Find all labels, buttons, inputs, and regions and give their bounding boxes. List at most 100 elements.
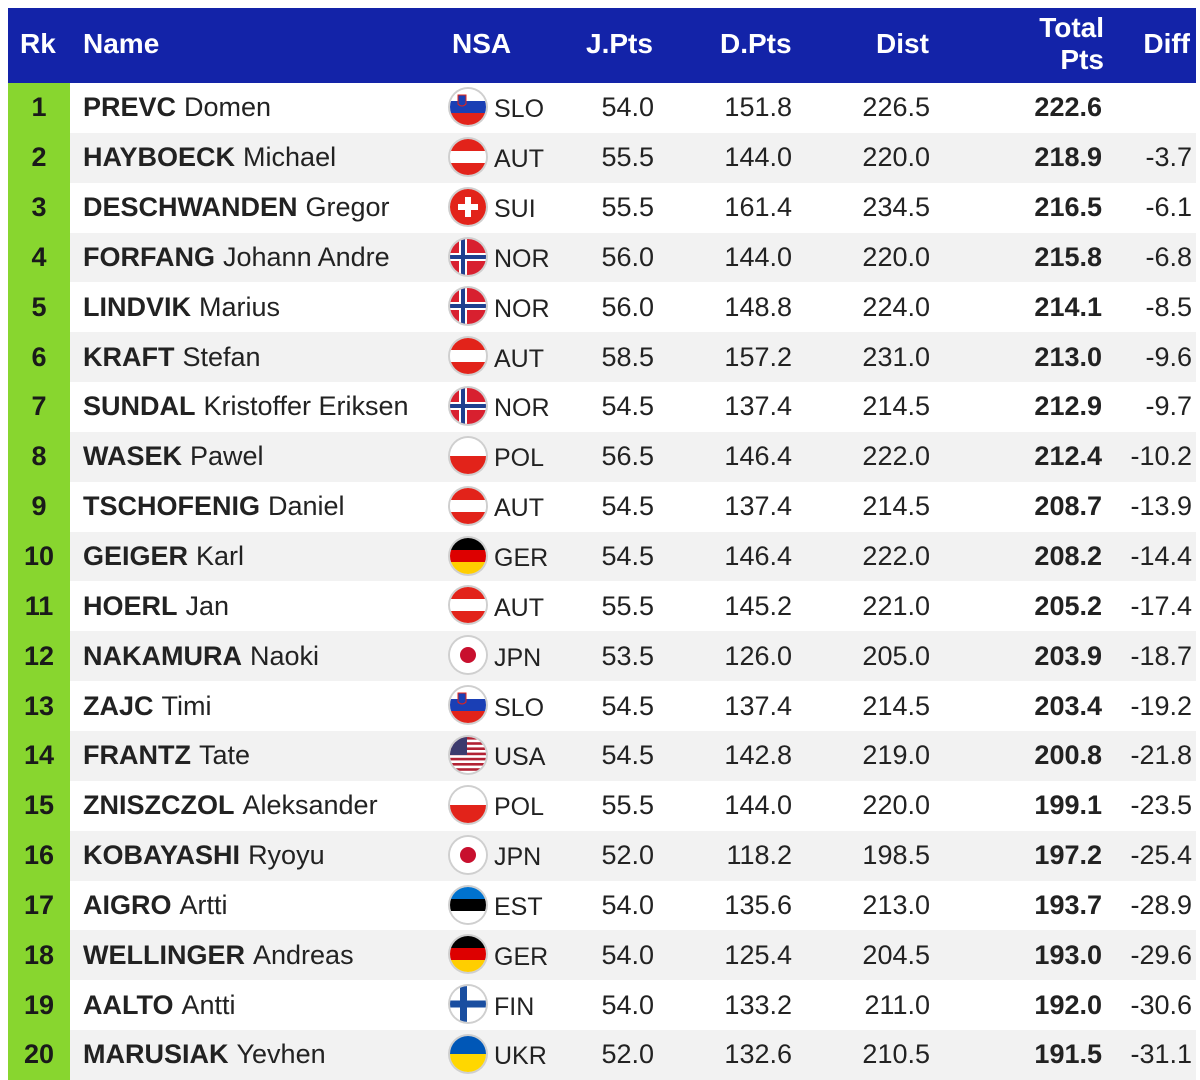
total-points: 203.9: [1034, 640, 1102, 671]
rank-cell: 9: [8, 481, 70, 532]
header-rank[interactable]: Rk: [20, 28, 56, 59]
header-nsa[interactable]: NSA: [452, 28, 512, 59]
athlete-name[interactable]: DESCHWANDEN Gregor: [83, 183, 390, 233]
athlete-name[interactable]: HAYBOECK Michael: [83, 133, 336, 183]
table-row[interactable]: 11 HOERL Jan AUT 55.5 145.2 221.0 205.2 -17.4: [8, 581, 1196, 632]
table-row[interactable]: 9 TSCHOFENIG Daniel AUT 54.5 137.4 214.5 208.7-…: [8, 481, 1196, 532]
rank-cell: 20: [8, 1030, 70, 1080]
header-total-pts[interactable]: Total Pts: [1039, 12, 1104, 76]
header-diff[interactable]: Diff: [1143, 28, 1190, 59]
athlete-name[interactable]: ZAJC Timi: [83, 681, 212, 731]
nor-flag-icon: [450, 288, 486, 325]
distance: 219.0: [862, 740, 930, 771]
athlete-first-name: Naoki: [249, 640, 320, 671]
athlete-first-name: Tate: [198, 740, 251, 771]
table-row[interactable]: 5 LINDVIK Marius NOR 56.0 148.8 224.0 214.1 -8.5: [8, 282, 1196, 333]
header-dist[interactable]: Dist: [876, 28, 929, 59]
header-dpts[interactable]: D.Pts: [720, 28, 792, 59]
table-row[interactable]: 15 ZNISZCZOL Aleksander POL 55.5 144.0 220.0 19…: [8, 780, 1196, 831]
rank-cell: 8: [8, 431, 70, 482]
athlete-last-name: FRANTZ: [83, 740, 191, 771]
distance-points: 148.8: [724, 291, 792, 322]
table-row[interactable]: 20 MARUSIAK Yevhen UKR 52.0 132.6 210.5 191.5 -3…: [8, 1030, 1196, 1080]
athlete-name[interactable]: TSCHOFENIG Daniel: [83, 482, 345, 532]
nsa-code: SUI: [494, 195, 536, 224]
table-row[interactable]: 4 FORFANG Johann Andre NOR 56.0 144.0 220.0 215…: [8, 232, 1196, 283]
table-row[interactable]: 13 ZAJC Timi SLO 54.5 137.4 214.5 203.4 -19.2: [8, 681, 1196, 731]
total-points: 193.7: [1034, 889, 1102, 920]
athlete-name[interactable]: GEIGER Karl: [83, 532, 244, 582]
table-row[interactable]: 1 PREVC Domen SLO 54.0 151.8 226.5 222.6: [8, 83, 1196, 133]
rank-cell: 3: [8, 182, 70, 233]
jump-points: 54.0: [601, 939, 654, 970]
athlete-name[interactable]: KOBAYASHI Ryoyu: [83, 831, 325, 881]
table-row[interactable]: 17 AIGRO Artti EST 54.0 135.6 213.0 193.7 -28.9: [8, 880, 1196, 931]
distance: 220.0: [862, 790, 930, 821]
athlete-name[interactable]: WELLINGER Andreas: [83, 930, 354, 980]
table-row[interactable]: 6 KRAFT Stefan AUT 58.5 157.2 231.0 213.0 -9.6: [8, 332, 1196, 383]
nsa-code: USA: [494, 743, 546, 772]
athlete-name[interactable]: HOERL Jan: [83, 581, 229, 631]
nsa-code: SLO: [494, 693, 545, 722]
table-row[interactable]: 16 KOBAYASHI Ryoyu JPN 52.0 118.2 198.5 197.2 -2…: [8, 830, 1196, 881]
distance-points: 133.2: [724, 989, 792, 1020]
athlete-name[interactable]: WASEK Pawel: [83, 432, 264, 482]
athlete-last-name: SUNDAL: [83, 391, 196, 422]
athlete-name[interactable]: NAKAMURA Naoki: [83, 631, 319, 681]
athlete-name[interactable]: FORFANG Johann Andre: [83, 233, 390, 283]
jump-points: 54.0: [601, 92, 654, 123]
athlete-name[interactable]: PREVC Domen: [83, 83, 271, 133]
table-row[interactable]: 3 DESCHWANDEN Gregor SUI 55.5 161.4 234.5 216.5…: [8, 182, 1196, 233]
points-diff: -21.8: [1130, 740, 1192, 771]
jump-points: 54.0: [601, 889, 654, 920]
total-points: 208.7: [1034, 491, 1102, 522]
nor-flag-icon: [450, 238, 486, 275]
table-row[interactable]: 18 WELLINGER Andreas GER 54.0 125.4 204.5 193.0…: [8, 930, 1196, 981]
table-row[interactable]: 7 SUNDAL Kristoffer Eriksen NOR 54.5 137.4 214…: [8, 382, 1196, 432]
nsa-code: SLO: [494, 95, 545, 124]
header-name[interactable]: Name: [83, 28, 160, 59]
header-jpts[interactable]: J.Pts: [586, 28, 653, 59]
table-row[interactable]: 2 HAYBOECK Michael AUT 55.5 144.0 220.0 218.9 -3…: [8, 132, 1196, 183]
athlete-name[interactable]: KRAFT Stefan: [83, 332, 261, 382]
nsa-code: AUT: [494, 145, 544, 174]
distance-points: 137.4: [724, 391, 792, 422]
points-diff: [1108, 83, 1192, 133]
total-points: 213.0: [1034, 341, 1102, 372]
total-points: 193.0: [1034, 939, 1102, 970]
table-row[interactable]: 8 WASEK Pawel POL 56.5 146.4 222.0 212.4 -10.2: [8, 431, 1196, 482]
table-row[interactable]: 14 FRANTZ Tate USA 54.5 142.8 219.0 200.8 -21.8: [8, 730, 1196, 781]
slo-flag-icon: [450, 687, 486, 724]
athlete-last-name: GEIGER: [83, 541, 189, 572]
athlete-name[interactable]: AIGRO Artti: [83, 881, 228, 931]
nsa-code: GER: [494, 544, 549, 573]
distance: 210.5: [862, 1039, 930, 1070]
distance: 214.5: [862, 491, 930, 522]
athlete-first-name: Karl: [196, 541, 245, 572]
athlete-name[interactable]: MARUSIAK Yevhen: [83, 1030, 326, 1080]
distance: 214.5: [862, 690, 930, 721]
table-row[interactable]: 10 GEIGER Karl GER 54.5 146.4 222.0 208.2 -14.4: [8, 531, 1196, 582]
distance-points: 118.2: [726, 840, 792, 871]
total-points: 200.8: [1034, 740, 1102, 771]
rank-cell: 10: [8, 531, 70, 582]
distance-points: 126.0: [724, 640, 792, 671]
jump-points: 54.5: [601, 391, 654, 422]
table-row[interactable]: 12 NAKAMURA Naoki JPN 53.5 126.0 205.0 203.9 -18…: [8, 631, 1196, 682]
athlete-name[interactable]: ZNISZCZOL Aleksander: [83, 781, 378, 831]
athlete-first-name: Gregor: [305, 192, 390, 223]
athlete-last-name: ZNISZCZOL: [83, 790, 235, 821]
athlete-name[interactable]: FRANTZ Tate: [83, 731, 250, 781]
athlete-name[interactable]: SUNDAL Kristoffer Eriksen: [83, 382, 409, 432]
jump-points: 55.5: [601, 192, 654, 223]
athlete-name[interactable]: LINDVIK Marius: [83, 282, 280, 332]
table-row[interactable]: 19 AALTO Antti FIN 54.0 133.2 211.0 192.0 -30.6: [8, 980, 1196, 1031]
athlete-name[interactable]: AALTO Antti: [83, 980, 236, 1030]
usa-flag-icon: [450, 736, 486, 773]
distance: 214.5: [862, 391, 930, 422]
points-diff: -31.1: [1130, 1039, 1192, 1070]
ger-flag-icon: [450, 537, 486, 574]
jump-points: 55.5: [601, 590, 654, 621]
athlete-last-name: PREVC: [83, 92, 177, 123]
athlete-first-name: Daniel: [268, 491, 345, 522]
